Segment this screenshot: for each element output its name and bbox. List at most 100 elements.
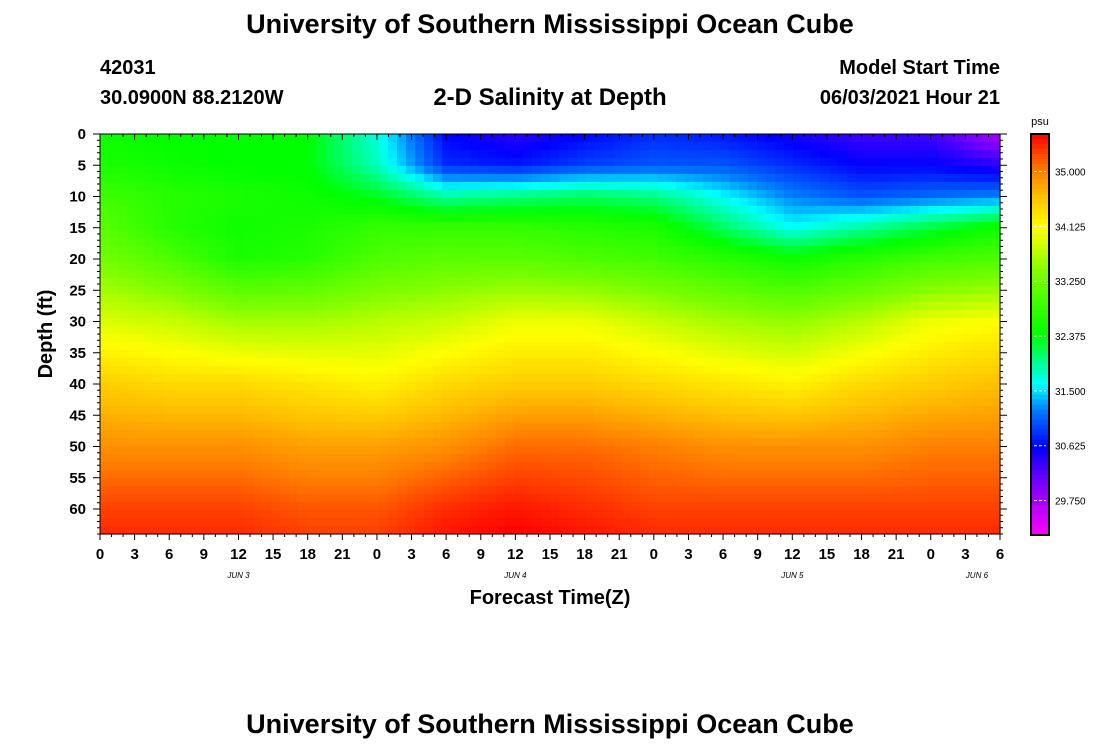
heatmap-cell — [442, 230, 452, 239]
heatmap-cell — [865, 246, 875, 255]
heatmap-cell — [982, 166, 992, 175]
heatmap-cell — [505, 294, 515, 303]
heatmap-cell — [280, 278, 290, 287]
heatmap-cell — [694, 294, 704, 303]
heatmap-cell — [208, 478, 218, 487]
heatmap-cell — [397, 302, 407, 311]
heatmap-cell — [793, 382, 803, 391]
heatmap-cell — [559, 142, 569, 151]
heatmap-cell — [550, 430, 560, 439]
heatmap-cell — [595, 494, 605, 503]
heatmap-cell — [352, 422, 362, 431]
heatmap-cell — [289, 414, 299, 423]
heatmap-cell — [847, 254, 857, 263]
heatmap-cell — [334, 526, 344, 535]
heatmap-cell — [568, 166, 578, 175]
heatmap-cell — [334, 278, 344, 287]
heatmap-cell — [136, 254, 146, 263]
heatmap-cell — [325, 182, 335, 191]
heatmap-cell — [937, 494, 947, 503]
heatmap-cell — [613, 286, 623, 295]
heatmap-cell — [406, 342, 416, 351]
heatmap-cell — [820, 214, 830, 223]
heatmap-cell — [235, 366, 245, 375]
heatmap-cell — [874, 318, 884, 327]
heatmap-cell — [811, 150, 821, 159]
heatmap-cell — [730, 262, 740, 271]
heatmap-cell — [550, 342, 560, 351]
heatmap-cell — [595, 230, 605, 239]
heatmap-cell — [127, 150, 137, 159]
heatmap-cell — [703, 478, 713, 487]
heatmap-cell — [460, 246, 470, 255]
heatmap-cell — [415, 278, 425, 287]
heatmap-cell — [415, 134, 425, 143]
heatmap-cell — [604, 342, 614, 351]
heatmap-cell — [208, 310, 218, 319]
heatmap-cell — [964, 438, 974, 447]
heatmap-cell — [838, 374, 848, 383]
heatmap-cell — [865, 494, 875, 503]
heatmap-cell — [487, 422, 497, 431]
heatmap-cell — [658, 510, 668, 519]
heatmap-cell — [667, 158, 677, 167]
heatmap-cell — [316, 478, 326, 487]
heatmap-cell — [928, 214, 938, 223]
heatmap-cell — [820, 190, 830, 199]
heatmap-cell — [937, 254, 947, 263]
heatmap-cell — [334, 230, 344, 239]
heatmap-cell — [460, 486, 470, 495]
heatmap-cell — [433, 310, 443, 319]
heatmap-cell — [127, 366, 137, 375]
heatmap-cell — [514, 294, 524, 303]
heatmap-cell — [901, 174, 911, 183]
heatmap-cell — [199, 510, 209, 519]
heatmap-cell — [784, 478, 794, 487]
heatmap-cell — [874, 278, 884, 287]
heatmap-cell — [550, 318, 560, 327]
heatmap-cell — [559, 486, 569, 495]
heatmap-cell — [595, 278, 605, 287]
heatmap-cell — [289, 518, 299, 527]
heatmap-cell — [802, 518, 812, 527]
heatmap-cell — [172, 158, 182, 167]
heatmap-cell — [541, 478, 551, 487]
heatmap-cell — [433, 254, 443, 263]
heatmap-cell — [559, 286, 569, 295]
heatmap-cell — [253, 198, 263, 207]
heatmap-cell — [226, 166, 236, 175]
heatmap-cell — [523, 214, 533, 223]
heatmap-cell — [334, 222, 344, 231]
heatmap-cell — [217, 462, 227, 471]
heatmap-cell — [757, 422, 767, 431]
heatmap-cell — [397, 526, 407, 535]
heatmap-cell — [541, 326, 551, 335]
heatmap-cell — [451, 254, 461, 263]
heatmap-cell — [937, 462, 947, 471]
heatmap-cell — [460, 430, 470, 439]
heatmap-cell — [397, 398, 407, 407]
heatmap-cell — [397, 454, 407, 463]
heatmap-cell — [703, 398, 713, 407]
heatmap-cell — [460, 302, 470, 311]
heatmap-cell — [514, 374, 524, 383]
heatmap-cell — [370, 206, 380, 215]
heatmap-cell — [703, 286, 713, 295]
heatmap-cell — [172, 254, 182, 263]
heatmap-cell — [640, 222, 650, 231]
heatmap-cell — [334, 510, 344, 519]
heatmap-cell — [559, 430, 569, 439]
heatmap-cell — [406, 334, 416, 343]
heatmap-cell — [694, 398, 704, 407]
heatmap-cell — [172, 182, 182, 191]
heatmap-cell — [946, 158, 956, 167]
heatmap-cell — [865, 262, 875, 271]
heatmap-cell — [649, 526, 659, 535]
heatmap-cell — [415, 502, 425, 511]
heatmap-cell — [208, 214, 218, 223]
heatmap-cell — [352, 166, 362, 175]
heatmap-cell — [433, 294, 443, 303]
heatmap-cell — [595, 438, 605, 447]
heatmap-cell — [262, 262, 272, 271]
heatmap-cell — [721, 246, 731, 255]
